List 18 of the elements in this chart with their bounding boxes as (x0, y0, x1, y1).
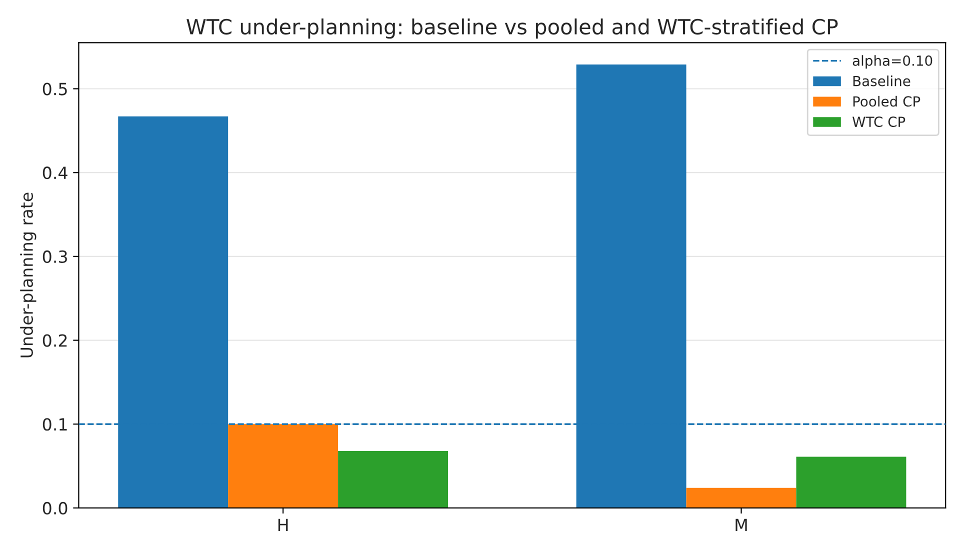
bar (228, 424, 338, 508)
legend-label: Baseline (853, 76, 910, 86)
y-axis-title: Under-planning rate (20, 192, 36, 358)
legend-label: Pooled CP (853, 96, 920, 107)
bar (796, 456, 906, 508)
chart-title: WTC under-planning: baseline vs pooled and WTC-stratified CP (186, 18, 838, 39)
y-tick-label: 0.1 (42, 418, 67, 431)
y-tick-label: 0.4 (42, 166, 68, 180)
legend-label: WTC CP (852, 116, 906, 128)
x-tick-label: M (736, 518, 747, 532)
y-tick-label: 0.2 (42, 334, 67, 347)
x-tick-label: H (278, 518, 288, 532)
bar (338, 450, 448, 508)
y-tick-label: 0.3 (42, 250, 67, 263)
y-tick-label: 0.0 (42, 502, 68, 515)
legend-label: alpha=0.10 (852, 55, 932, 69)
bar (686, 488, 796, 508)
y-tick-label: 0.5 (42, 82, 67, 96)
